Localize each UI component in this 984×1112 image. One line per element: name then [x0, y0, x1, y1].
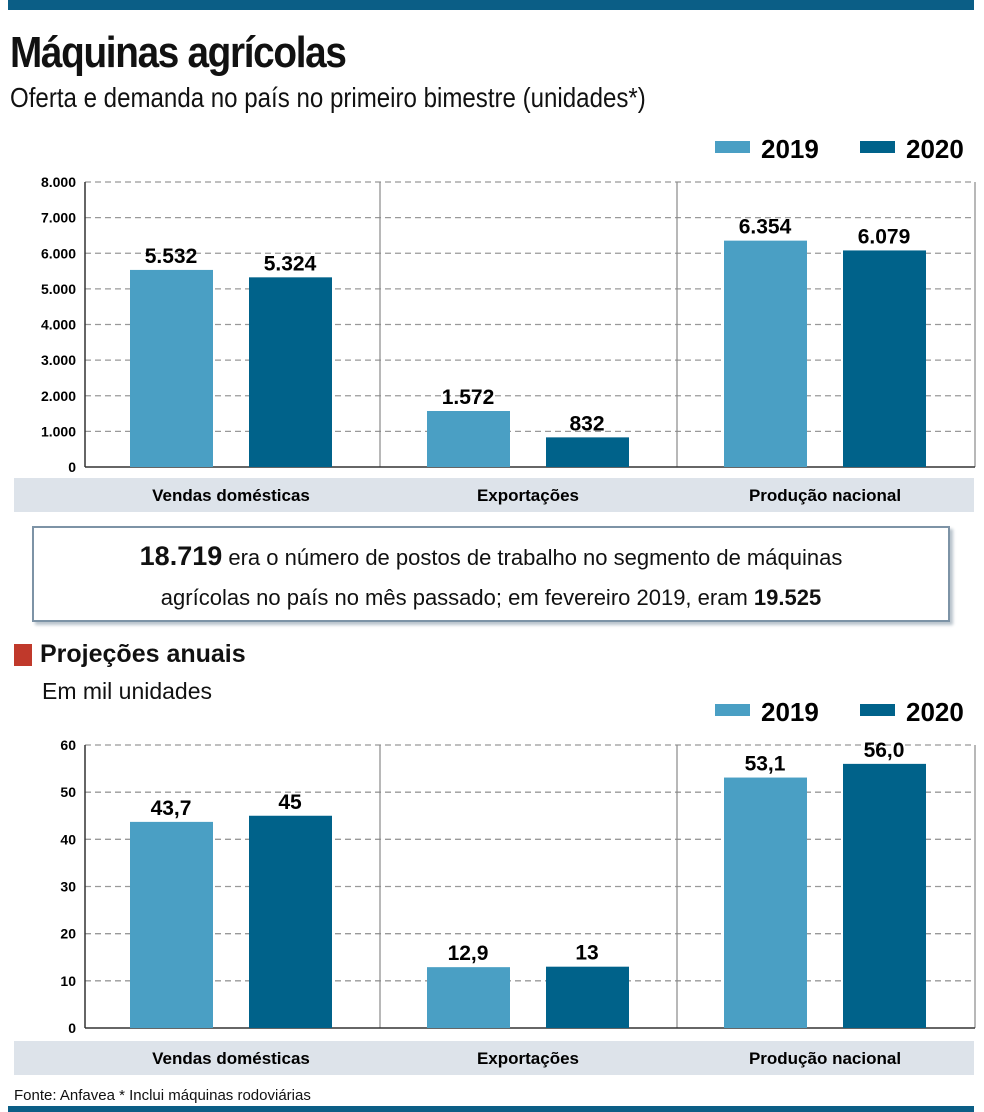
category-band [14, 478, 974, 512]
legend-swatch-2020 [860, 141, 895, 153]
y-tick-label: 5.000 [41, 281, 76, 297]
data-label: 12,9 [448, 942, 489, 965]
legend-label: 2020 [906, 134, 964, 164]
y-tick-label: 30 [60, 879, 76, 895]
y-tick-label: 3.000 [41, 352, 76, 368]
y-tick-label: 7.000 [41, 210, 76, 226]
y-tick-label: 0 [68, 1020, 76, 1036]
bar-2019 [427, 410, 510, 467]
y-tick-label: 60 [60, 737, 76, 753]
bar-2019 [724, 777, 807, 1028]
y-tick-label: 1.000 [41, 423, 76, 439]
y-tick-label: 0 [68, 459, 76, 475]
category-label: Produção nacional [749, 486, 901, 505]
bar-2019 [130, 821, 213, 1028]
page-subtitle: Oferta e demanda no país no primeiro bim… [10, 82, 646, 113]
callout-text-1: era o número de postos de trabalho no se… [222, 545, 843, 570]
data-label: 6.354 [739, 216, 792, 239]
data-label: 53,1 [745, 753, 786, 776]
y-tick-label: 2.000 [41, 388, 76, 404]
bar-2020 [249, 815, 332, 1028]
section-subtitle: Em mil unidades [42, 678, 213, 704]
page-title: Máquinas agrícolas [10, 28, 347, 77]
chart-bimestre: 0 1.000 2.000 3.000 4.000 5.000 6.000 7.000 8.00… [14, 134, 976, 512]
category-label: Vendas domésticas [152, 1049, 310, 1068]
bar-2019 [427, 967, 510, 1028]
category-label: Exportações [477, 1049, 579, 1068]
legend-label: 2019 [761, 134, 819, 164]
y-tick-label: 4.000 [41, 317, 76, 333]
y-tick-label: 50 [60, 784, 76, 800]
data-label: 6.079 [858, 225, 911, 248]
category-label: Exportações [477, 486, 579, 505]
bar-2019 [130, 269, 213, 467]
bottom-bar [8, 1106, 974, 1112]
data-label: 43,7 [151, 797, 192, 820]
callout-value-1: 18.719 [139, 541, 223, 571]
bar-2020 [546, 437, 629, 467]
data-label: 5.532 [145, 245, 198, 268]
y-tick-label: 8.000 [41, 174, 76, 190]
section-marker [14, 643, 32, 666]
data-label: 1.572 [442, 386, 495, 409]
data-label: 5.324 [264, 252, 317, 275]
legend-swatch-2020 [860, 704, 895, 716]
callout-box: 18.719 era o número de postos de trabalh… [32, 526, 950, 622]
y-tick-label: 20 [60, 926, 76, 942]
category-label: Produção nacional [749, 1049, 901, 1068]
legend-swatch-2019 [715, 704, 750, 716]
legend-label: 2019 [761, 697, 819, 727]
footer-source: Fonte: Anfavea * Inclui máquinas rodoviá… [14, 1087, 311, 1104]
legend-label: 2020 [906, 697, 964, 727]
category-label: Vendas domésticas [152, 486, 310, 505]
data-label: 13 [575, 942, 598, 965]
y-tick-label: 40 [60, 831, 76, 847]
callout-text-2: agrícolas no país no mês passado; em fev… [160, 585, 754, 610]
data-label: 56,0 [864, 739, 905, 762]
y-tick-label: 6.000 [41, 245, 76, 261]
bar-2020 [843, 250, 926, 467]
data-label: 45 [278, 791, 302, 814]
callout-value-2: 19.525 [753, 585, 822, 610]
bar-2019 [724, 240, 807, 467]
top-bar [8, 0, 974, 10]
data-label: 832 [569, 412, 604, 435]
category-band [14, 1041, 974, 1075]
bar-2020 [546, 966, 629, 1028]
section-title: Projeções anuais [14, 640, 246, 669]
legend-swatch-2019 [715, 141, 750, 153]
bar-2020 [843, 763, 926, 1028]
section-title-text: Projeções anuais [40, 640, 246, 668]
bar-2020 [249, 277, 332, 467]
y-tick-label: 10 [60, 973, 76, 989]
